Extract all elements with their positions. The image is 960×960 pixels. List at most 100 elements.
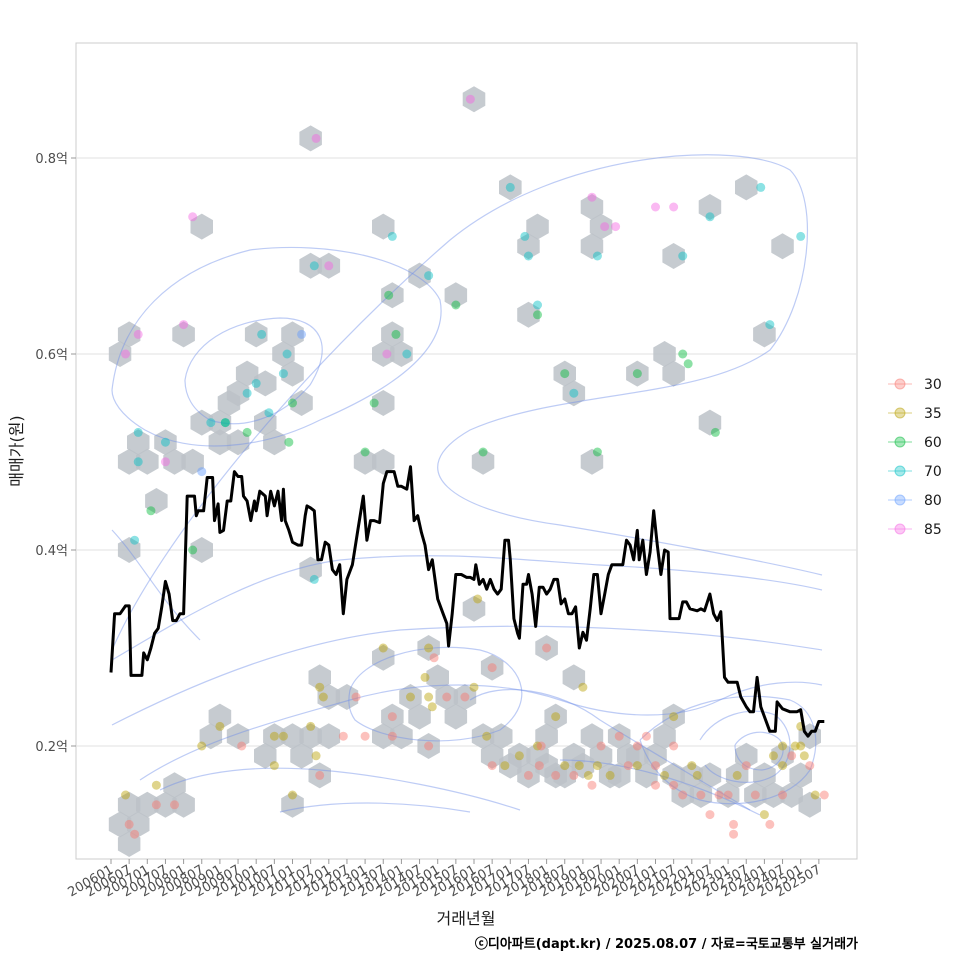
hexagon-bin (580, 233, 604, 260)
hexagon-bin (653, 723, 676, 750)
median-line (109, 465, 825, 738)
point-60 (288, 398, 297, 408)
point-30 (387, 731, 397, 741)
point-60 (188, 545, 198, 555)
hexagon-bin (462, 595, 486, 622)
contour-line (559, 759, 761, 816)
point-35 (473, 594, 483, 604)
hexagon-bin (372, 390, 395, 416)
hexagon-bin (308, 762, 331, 789)
contour-line (348, 646, 523, 742)
point-35 (669, 712, 679, 722)
legend-key-85 (894, 523, 906, 535)
point-35 (799, 751, 809, 761)
hexagon-bin (553, 360, 576, 387)
point-70 (133, 457, 143, 467)
y-tick-label: 0.2억 (35, 740, 68, 755)
hexagon-bin (299, 723, 322, 750)
hexagon-bin (372, 448, 395, 475)
point-60 (384, 290, 394, 300)
point-85 (669, 202, 679, 212)
point-70 (160, 437, 170, 447)
point-30 (596, 741, 606, 751)
hexagon-bin (517, 762, 540, 789)
hexagon-bin (725, 762, 749, 789)
point-70 (206, 418, 216, 428)
point-35 (533, 741, 543, 751)
point-35 (687, 761, 697, 771)
hexagon-bin (635, 762, 658, 789)
point-35 (306, 721, 316, 731)
point-30 (765, 819, 775, 829)
point-35 (427, 702, 437, 712)
point-30 (750, 790, 760, 800)
point-70 (796, 231, 806, 241)
point-60 (478, 447, 488, 457)
hexagon-bin (499, 174, 522, 201)
point-35 (759, 810, 769, 820)
hexagon-bin (272, 341, 295, 367)
point-35 (482, 731, 492, 741)
point-30 (542, 643, 552, 653)
hexagon-bin (226, 380, 250, 407)
hexagon-bin (372, 644, 395, 671)
hexagon-bin (172, 791, 195, 818)
hexagon-bin (408, 703, 431, 730)
point-30 (351, 692, 361, 702)
hexagon-bin (580, 194, 604, 220)
point-35 (778, 741, 788, 751)
hexagon-bin (254, 742, 277, 769)
hexagon-bin (662, 360, 685, 387)
hexagon-bin (771, 233, 794, 260)
point-70 (505, 182, 515, 192)
legend-label-80: 80 (924, 493, 942, 509)
point-30 (338, 731, 348, 741)
hexagon-bin (117, 537, 141, 563)
hexagon-bin (753, 321, 776, 348)
point-85 (179, 320, 189, 330)
point-85 (311, 133, 321, 143)
point-85 (188, 212, 198, 222)
hexagon-bin (798, 791, 821, 818)
hexagon-bin (535, 635, 558, 661)
point-85 (465, 94, 475, 104)
contour-line (639, 695, 817, 805)
point-30 (237, 741, 247, 751)
point-60 (678, 349, 688, 359)
point-30 (623, 761, 633, 771)
contour-line (699, 710, 791, 783)
point-70 (402, 349, 412, 359)
point-35 (768, 751, 778, 761)
point-70 (257, 329, 267, 339)
point-35 (632, 761, 642, 771)
y-axis-title: 매매가(원) (7, 415, 26, 486)
point-60 (146, 506, 156, 516)
hexagon-bin (390, 723, 413, 750)
hexagon-bin (226, 723, 250, 750)
contour-line (159, 767, 521, 811)
point-30 (487, 761, 497, 771)
hexagon-bin (317, 252, 341, 279)
point-70 (220, 418, 230, 428)
point-60 (220, 418, 230, 428)
point-60 (683, 359, 693, 369)
point-35 (551, 712, 561, 722)
point-30 (778, 790, 788, 800)
hexagon-bin (689, 782, 713, 808)
hexagon-bin (417, 733, 440, 759)
y-axis-ticks: 0.2억 0.4억 0.6억 0.8억 (35, 152, 76, 755)
point-60 (632, 369, 642, 379)
point-70 (520, 231, 530, 241)
source-caption: ⓒ디아파트(dapt.kr) / 2025.08.07 / 자료=국토교통부 실… (474, 937, 858, 952)
hexagon-bin (671, 782, 694, 808)
point-70 (242, 388, 252, 398)
point-30 (551, 770, 561, 780)
point-35 (378, 643, 388, 653)
hexagon-bin (335, 684, 359, 710)
point-70 (309, 261, 319, 271)
legend-key-80 (894, 494, 906, 506)
contour-line (111, 555, 823, 661)
contour-line (139, 681, 823, 781)
hexagon-bin (317, 684, 341, 710)
hexagon-bin (290, 390, 313, 416)
